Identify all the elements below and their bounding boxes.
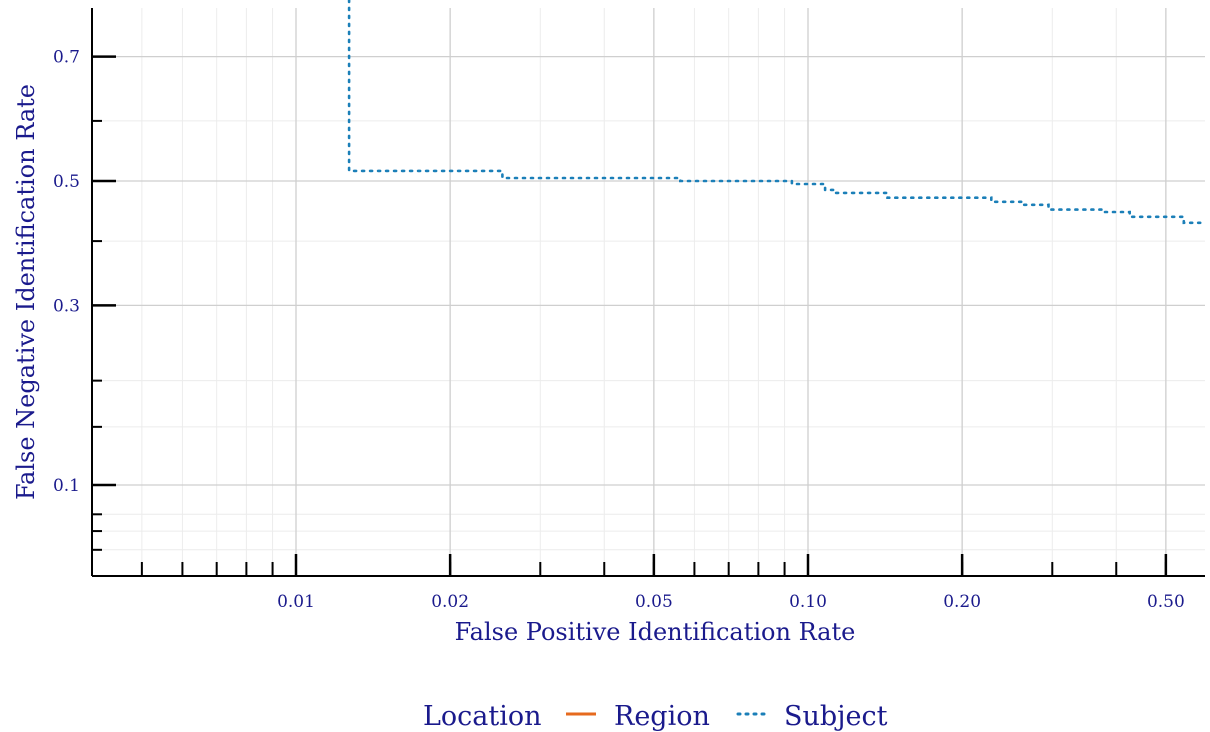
series-line-subject (347, 0, 1204, 225)
x-tick-label: 0.10 (789, 592, 827, 612)
series-layer (347, 0, 1204, 225)
major-grid (92, 8, 1205, 576)
legend-label-subject: Subject (784, 701, 888, 732)
x-tick-label: 0.20 (943, 592, 981, 612)
legend: Location Region Subject (423, 701, 888, 732)
tick-labels: 0.010.020.050.100.200.500.10.30.50.70.9 (53, 48, 1185, 612)
axis-ticks (92, 55, 1168, 576)
minor-grid (92, 8, 1205, 576)
y-tick-label: 0.5 (53, 172, 80, 192)
legend-label-region: Region (614, 701, 710, 732)
y-tick-label: 0.3 (53, 296, 80, 316)
x-tick-label: 0.01 (277, 592, 315, 612)
y-tick-label: 0.7 (53, 48, 80, 68)
legend-title: Location (423, 701, 542, 732)
x-tick-label: 0.02 (431, 592, 469, 612)
x-tick-label: 0.05 (635, 592, 673, 612)
x-axis-title: False Positive Identification Rate (455, 618, 856, 646)
x-tick-label: 0.50 (1147, 592, 1185, 612)
y-axis-title: False Negative Identification Rate (12, 84, 40, 500)
y-tick-label: 0.1 (53, 476, 80, 496)
